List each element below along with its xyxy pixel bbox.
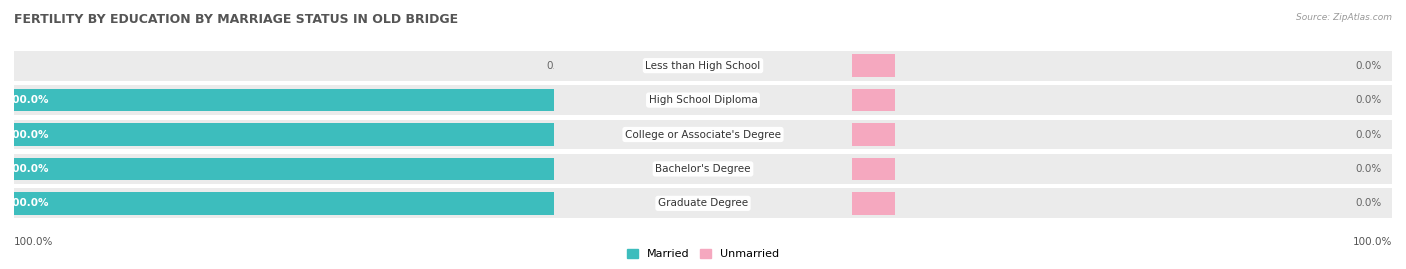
Bar (0, 119, 1406, 150)
Text: Bachelor's Degree: Bachelor's Degree (655, 164, 751, 174)
Bar (14, 192, 554, 215)
Bar (0, 188, 1406, 218)
Bar (0, 154, 1406, 184)
Bar (0, 154, 1406, 184)
Legend: Married, Unmarried: Married, Unmarried (621, 244, 785, 263)
Text: 0.0%: 0.0% (1355, 129, 1381, 140)
Text: 100.0%: 100.0% (14, 237, 53, 247)
Text: 0.0%: 0.0% (1355, 61, 1381, 71)
Bar (14, 89, 554, 111)
Bar (14, 158, 554, 180)
Bar (0, 85, 1406, 115)
Bar (14, 158, 554, 180)
Bar (0, 188, 1406, 218)
Bar (0, 51, 1406, 81)
Bar (14, 192, 554, 215)
Text: 100.0%: 100.0% (6, 95, 49, 105)
Bar (852, 192, 894, 215)
Bar (0, 119, 1406, 150)
Text: College or Associate's Degree: College or Associate's Degree (626, 129, 780, 140)
Text: 100.0%: 100.0% (1353, 237, 1392, 247)
Bar (14, 123, 554, 146)
Bar (0, 51, 1406, 81)
Bar (14, 123, 554, 146)
Bar (852, 123, 1392, 146)
Text: 100.0%: 100.0% (6, 198, 49, 208)
Text: Less than High School: Less than High School (645, 61, 761, 71)
Text: 0.0%: 0.0% (547, 61, 572, 71)
Bar (0, 85, 1406, 115)
Bar (852, 158, 1392, 180)
Bar (852, 158, 894, 180)
Bar (852, 123, 894, 146)
Text: FERTILITY BY EDUCATION BY MARRIAGE STATUS IN OLD BRIDGE: FERTILITY BY EDUCATION BY MARRIAGE STATU… (14, 13, 458, 26)
Bar (0, 51, 1406, 81)
Text: 0.0%: 0.0% (1355, 164, 1381, 174)
Bar (0, 188, 1406, 218)
Bar (0, 85, 1406, 115)
Bar (852, 192, 1392, 215)
Bar (852, 54, 1392, 77)
Text: 0.0%: 0.0% (1355, 198, 1381, 208)
Bar (852, 89, 894, 111)
Bar (852, 54, 894, 77)
Text: High School Diploma: High School Diploma (648, 95, 758, 105)
Text: 0.0%: 0.0% (1355, 95, 1381, 105)
Bar (14, 89, 554, 111)
Bar (0, 119, 1406, 150)
Text: 100.0%: 100.0% (6, 129, 49, 140)
Bar (852, 89, 1392, 111)
Text: Graduate Degree: Graduate Degree (658, 198, 748, 208)
Bar (0, 154, 1406, 184)
Text: 100.0%: 100.0% (6, 164, 49, 174)
Text: Source: ZipAtlas.com: Source: ZipAtlas.com (1296, 13, 1392, 22)
Bar (14, 54, 554, 77)
